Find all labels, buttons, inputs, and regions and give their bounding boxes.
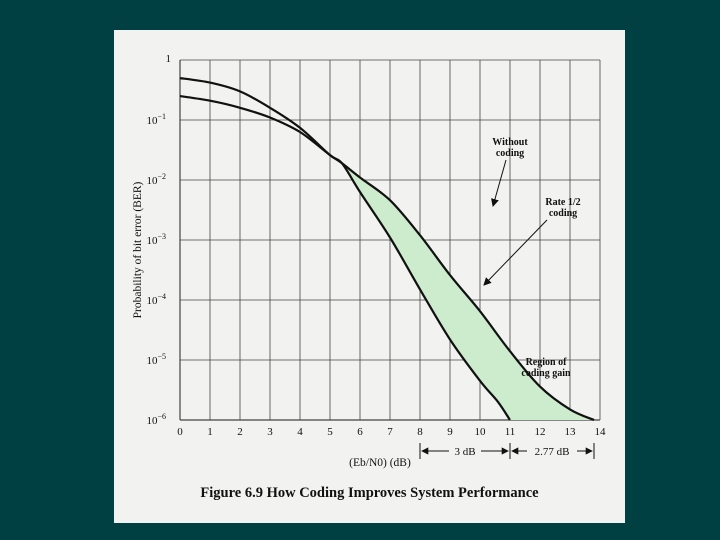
x-tick-label: 7 <box>387 426 393 438</box>
gain-label: 2.77 dB <box>535 446 570 458</box>
x-tick-label: 8 <box>417 426 423 438</box>
y-tick-label: 10−1 <box>146 112 166 127</box>
label-region-coding-gain: Region of coding gain <box>521 357 571 379</box>
gain-label-bg <box>449 443 481 456</box>
x-tick-label: 5 <box>327 426 333 438</box>
label-rate-half-coding: Rate 1/2 coding <box>545 197 580 219</box>
y-tick-label: 10−3 <box>146 232 166 247</box>
figure-caption: Figure 6.9 How Coding Improves System Pe… <box>200 485 539 501</box>
y-tick-label: 10−6 <box>146 412 166 427</box>
coding-gain-region <box>342 163 594 421</box>
x-tick-label: 6 <box>357 426 363 438</box>
annotations: Without coding Rate 1/2 coding Region of codi… <box>419 137 595 459</box>
arrow-rate-half-coding <box>483 219 548 286</box>
tick-labels: 0 1 2 3 4 5 6 7 8 9 10 11 12 13 14110−110−210−310−410−… <box>146 53 606 438</box>
series-without-coding <box>179 95 595 422</box>
x-tick-label: 14 <box>595 426 607 438</box>
x-tick-label: 10 <box>475 426 487 438</box>
y-tick-label: 10−5 <box>146 352 166 367</box>
x-tick-label: 3 <box>267 426 273 438</box>
series-layer <box>179 77 595 422</box>
y-axis-label: Probability of bit error (BER) <box>132 181 144 318</box>
ber-chart: 0 1 2 3 4 5 6 7 8 9 10 11 12 13 14110−110−210−310−410−… <box>132 53 606 469</box>
x-tick-label: 12 <box>535 426 546 438</box>
slide-panel: 0 1 2 3 4 5 6 7 8 9 10 11 12 13 14 1 10−1 10−2 10−3 10−4 10−… <box>114 30 625 523</box>
x-tick-label: 2 <box>237 426 243 438</box>
x-axis-label: (Eb/N0) (dB) <box>349 457 411 469</box>
x-tick-label: 4 <box>297 426 303 438</box>
x-tick-label: 1 <box>207 426 213 438</box>
x-tick-label: 0 <box>177 426 183 438</box>
gain-label: 3 dB <box>454 446 475 458</box>
gain-label-bg <box>527 443 577 456</box>
arrow-without-coding <box>491 159 507 207</box>
x-tick-label: 11 <box>505 426 516 438</box>
y-tick-label: 10−2 <box>146 172 166 187</box>
x-tick-label: 9 <box>447 426 453 438</box>
x-tick-label: 13 <box>565 426 577 438</box>
series-rate-half-coding <box>179 77 511 421</box>
y-tick-label: 10−4 <box>146 292 166 307</box>
label-without-coding: Without coding <box>492 137 528 159</box>
y-tick-label: 1 <box>166 53 172 65</box>
